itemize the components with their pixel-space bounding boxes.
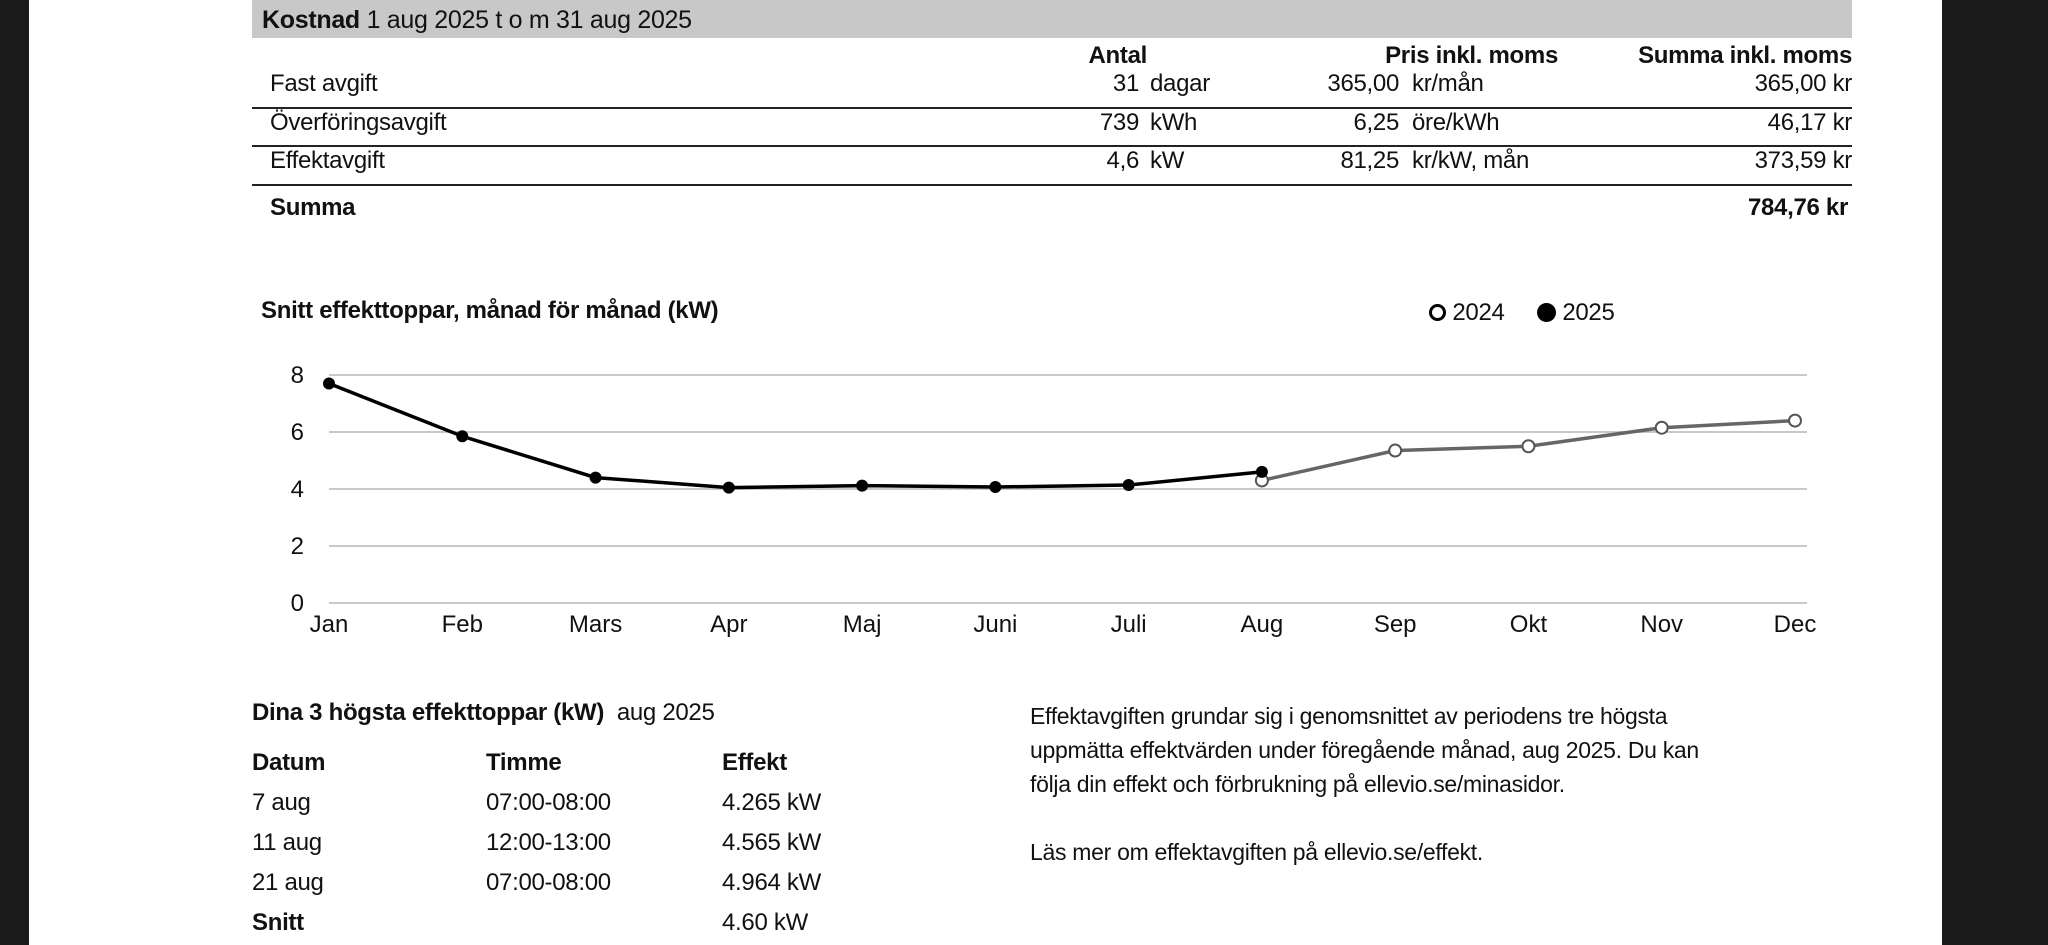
x-tick-label: Apr — [710, 611, 747, 638]
row-label: Överföringsavgift — [270, 108, 447, 136]
y-tick-label: 8 — [291, 362, 304, 389]
row-label: Fast avgift — [270, 70, 378, 97]
row-qty: 4,6 — [1106, 147, 1140, 174]
divider — [252, 184, 1852, 186]
row-sum: 46,17 kr — [1767, 108, 1853, 136]
row-label: Effektavgift — [270, 147, 385, 174]
info-line: Effektavgiften grundar sig i genomsnitte… — [1030, 703, 1668, 729]
point-2024-Okt — [1521, 439, 1536, 454]
peaks-header: Effekt — [722, 749, 787, 776]
total-label: Summa — [270, 194, 356, 221]
y-tick-label: 4 — [291, 476, 304, 503]
row-price: 365,00 — [1327, 70, 1399, 97]
point-2025-Juli — [1122, 479, 1135, 492]
peaks-cell: 11 aug — [252, 829, 322, 856]
peaks-header: Datum — [252, 749, 326, 776]
y-tick-label: 2 — [291, 533, 304, 560]
peaks-cell: 7 aug — [252, 789, 311, 816]
legend-2025: 2025 — [1562, 299, 1615, 326]
divider — [252, 145, 1852, 147]
line-chart: 0 2 4 6 8 Jan Feb Mars Apr Maj Juni Juli Aug Sep Okt No… — [291, 362, 1817, 638]
legend-2024: 2024 — [1452, 299, 1505, 326]
peaks-cell: 07:00-08:00 — [486, 789, 611, 816]
avg-label: Snitt — [252, 909, 304, 936]
row-qty-unit: kW — [1150, 147, 1185, 174]
row-qty-unit: dagar — [1150, 70, 1210, 97]
x-tick-label: Juni — [973, 611, 1017, 638]
peaks-cell: 4.964 kW — [722, 869, 821, 896]
y-tick-label: 6 — [291, 419, 304, 446]
legend: 2024 2025 — [1429, 299, 1615, 327]
row-qty-unit: kWh — [1150, 108, 1198, 136]
point-2025-Maj — [856, 479, 869, 492]
row-price-unit: öre/kWh — [1412, 108, 1500, 136]
x-tick-label: Dec — [1774, 611, 1817, 638]
row-price-unit: kr/kW, mån — [1412, 147, 1530, 174]
x-tick-label: Maj — [843, 611, 882, 638]
invoice-page: Kostnad 1 aug 2025 t o m 31 aug 2025 Ant… — [29, 0, 1942, 945]
point-2025-Juni — [989, 481, 1002, 494]
point-2025-Apr — [722, 481, 735, 494]
point-2024-Dec — [1788, 413, 1802, 428]
x-tick-label: Jan — [310, 611, 349, 638]
row-qty: 739 — [1099, 108, 1139, 136]
avg-value: 4.60 kW — [722, 909, 808, 936]
peaks-period: aug 2025 — [616, 699, 715, 726]
peaks-cell: 21 aug — [252, 869, 324, 896]
point-2025-Mars — [589, 471, 602, 484]
cost-period: 1 aug 2025 t o m 31 aug 2025 — [366, 6, 693, 34]
peaks-cell: 07:00-08:00 — [486, 869, 611, 896]
x-tick-label: Sep — [1374, 611, 1417, 638]
x-tick-label: Mars — [569, 611, 622, 638]
col-summa: Summa inkl. moms — [1638, 42, 1852, 69]
row-price-unit: kr/mån — [1412, 70, 1484, 97]
y-tick-label: 0 — [291, 590, 304, 617]
point-2024-Sep — [1388, 443, 1403, 458]
row-price: 81,25 — [1340, 147, 1399, 174]
peaks-title: Dina 3 högsta effekttoppar (kW) — [252, 699, 605, 726]
peaks-cell: 4.565 kW — [722, 829, 821, 856]
series-line-2025 — [328, 381, 1263, 490]
info-line: följa din effekt och förbrukning på elle… — [1030, 771, 1565, 797]
point-2025-Jan — [323, 377, 335, 390]
info-line: uppmätta effektvärden under föregående m… — [1030, 737, 1699, 763]
info-more: Läs mer om effektavgiften på ellevio.se/… — [1030, 839, 1483, 865]
chart-title: Snitt effekttoppar, månad för månad (kW) — [261, 297, 719, 324]
peaks-cell: 12:00-13:00 — [486, 829, 611, 856]
total-value: 784,76 kr — [1747, 194, 1848, 221]
x-tick-label: Okt — [1510, 611, 1548, 638]
col-antal: Antal — [1088, 42, 1147, 69]
row-price: 6,25 — [1353, 108, 1399, 136]
legend-filled-circle-icon — [1536, 303, 1556, 322]
row-qty: 31 — [1112, 70, 1139, 97]
info-text: Effektavgiften grundar sig i genomsnitte… — [1030, 699, 1699, 869]
x-tick-label: Nov — [1640, 611, 1683, 638]
divider — [252, 107, 1852, 109]
point-2024-Nov — [1654, 420, 1669, 435]
x-tick-label: Aug — [1241, 611, 1284, 638]
x-tick-label: Juli — [1111, 611, 1147, 638]
row-sum: 365,00 kr — [1754, 70, 1853, 97]
cost-title: Kostnad — [262, 6, 360, 34]
point-2025-Aug — [1255, 465, 1268, 478]
point-2025-Feb — [456, 430, 469, 443]
legend-open-circle-icon — [1429, 304, 1446, 321]
cost-header: Kostnad 1 aug 2025 t o m 31 aug 2025 — [252, 0, 1852, 38]
x-tick-label: Feb — [442, 611, 483, 638]
peaks-header: Timme — [486, 749, 562, 776]
col-pris: Pris inkl. moms — [1385, 42, 1558, 69]
peaks-cell: 4.265 kW — [722, 789, 821, 816]
row-sum: 373,59 kr — [1754, 147, 1853, 174]
